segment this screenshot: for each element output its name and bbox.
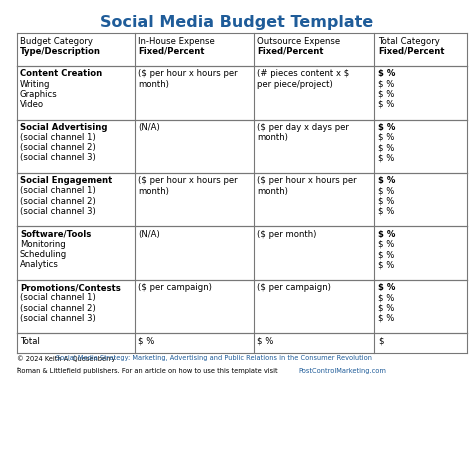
Text: Type/Description: Type/Description <box>20 47 101 56</box>
Text: (social channel 3): (social channel 3) <box>20 207 96 216</box>
Text: $ %: $ % <box>378 207 394 216</box>
Text: $ %: $ % <box>378 197 394 206</box>
Text: Content Creation: Content Creation <box>20 69 102 78</box>
Text: $ %: $ % <box>378 69 395 78</box>
Text: ($ per hour x hours per
month): ($ per hour x hours per month) <box>257 176 356 196</box>
Text: $ %: $ % <box>378 230 395 239</box>
Text: Social Media Budget Template: Social Media Budget Template <box>100 15 374 30</box>
Text: Social Media Strategy: Marketing, Advertising and Public Relations in the Consum: Social Media Strategy: Marketing, Advert… <box>56 355 372 361</box>
Text: Analytics: Analytics <box>20 260 59 269</box>
Text: © 2024 Keith A. Quesenberry: © 2024 Keith A. Quesenberry <box>17 355 117 362</box>
Text: Promotions/Contests: Promotions/Contests <box>20 283 121 292</box>
Text: Software/Tools: Software/Tools <box>20 230 91 239</box>
Text: $ %: $ % <box>378 176 395 185</box>
Text: (N/A): (N/A) <box>138 123 160 132</box>
Text: $ %: $ % <box>378 260 394 269</box>
Text: Social Engagement: Social Engagement <box>20 176 112 185</box>
Text: ,: , <box>17 363 18 369</box>
Text: (social channel 1): (social channel 1) <box>20 293 96 302</box>
Text: $ %: $ % <box>378 133 394 142</box>
Text: $: $ <box>378 337 383 345</box>
Text: $ %: $ % <box>378 314 394 323</box>
Text: Monitoring: Monitoring <box>20 240 66 249</box>
Text: (N/A): (N/A) <box>138 230 160 239</box>
Text: (social channel 1): (social channel 1) <box>20 133 96 142</box>
Text: Video: Video <box>20 100 44 109</box>
Text: $ %: $ % <box>138 337 155 345</box>
Text: $ %: $ % <box>378 123 395 132</box>
Text: Graphics: Graphics <box>20 90 58 99</box>
Text: ($ per day x days per
month): ($ per day x days per month) <box>257 123 349 142</box>
Text: (social channel 1): (social channel 1) <box>20 186 96 195</box>
Text: Outsource Expense: Outsource Expense <box>257 37 340 46</box>
Text: $ %: $ % <box>378 304 394 312</box>
Text: $ %: $ % <box>378 283 395 292</box>
Text: Budget Category: Budget Category <box>20 37 93 46</box>
Text: $ %: $ % <box>378 80 394 88</box>
Text: (social channel 2): (social channel 2) <box>20 143 96 152</box>
Text: Writing: Writing <box>20 80 50 88</box>
Text: In-House Expense: In-House Expense <box>138 37 215 46</box>
Text: ($ per month): ($ per month) <box>257 230 316 239</box>
Text: Total: Total <box>20 337 40 345</box>
Text: ($ per hour x hours per
month): ($ per hour x hours per month) <box>138 176 238 196</box>
Text: PostControlMarketing.com: PostControlMarketing.com <box>299 368 386 374</box>
Text: Social Advertising: Social Advertising <box>20 123 108 132</box>
Text: $ %: $ % <box>378 153 394 162</box>
Text: Fixed/Percent: Fixed/Percent <box>378 47 444 56</box>
Text: $ %: $ % <box>378 186 394 195</box>
Text: Total Category: Total Category <box>378 37 439 46</box>
Text: (social channel 3): (social channel 3) <box>20 153 96 162</box>
Text: Scheduling: Scheduling <box>20 250 67 259</box>
Text: ($ per campaign): ($ per campaign) <box>138 283 212 292</box>
Text: (social channel 2): (social channel 2) <box>20 304 96 312</box>
Text: $ %: $ % <box>378 250 394 259</box>
Text: $ %: $ % <box>378 143 394 152</box>
Text: (social channel 3): (social channel 3) <box>20 314 96 323</box>
Text: Roman & Littlefield publishers. For an article on how to use this template visit: Roman & Littlefield publishers. For an a… <box>17 368 279 374</box>
Text: Fixed/Percent: Fixed/Percent <box>257 47 323 56</box>
Text: $ %: $ % <box>378 240 394 249</box>
Text: $ %: $ % <box>378 100 394 109</box>
Text: $ %: $ % <box>378 293 394 302</box>
Text: $ %: $ % <box>378 90 394 99</box>
Text: (social channel 2): (social channel 2) <box>20 197 96 206</box>
Text: ($ per hour x hours per
month): ($ per hour x hours per month) <box>138 69 238 89</box>
Text: (# pieces content x $
per piece/project): (# pieces content x $ per piece/project) <box>257 69 349 89</box>
Text: ($ per campaign): ($ per campaign) <box>257 283 331 292</box>
Text: $ %: $ % <box>257 337 273 345</box>
Text: Fixed/Percent: Fixed/Percent <box>138 47 205 56</box>
